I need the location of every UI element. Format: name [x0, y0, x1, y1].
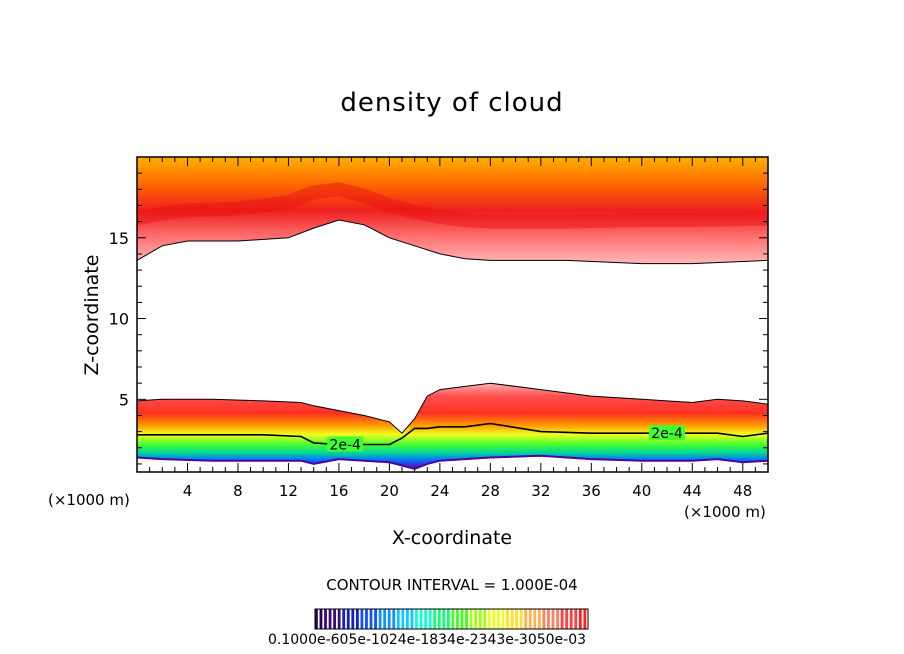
contour-label-bg	[327, 436, 364, 452]
colorbar-swatch	[556, 609, 559, 629]
colorbar-swatch	[506, 609, 509, 629]
colorbar-swatch	[583, 609, 587, 629]
colorbar-swatch	[424, 609, 428, 629]
upper-cloud-base-contour	[137, 219, 768, 265]
colorbar-swatch	[501, 609, 505, 629]
colorbar-swatch	[460, 609, 464, 629]
colorbar-swatch	[565, 609, 569, 629]
x-tick-label: 32	[531, 482, 550, 500]
colorbar-swatch	[478, 609, 482, 629]
colorbar-swatch	[560, 609, 564, 629]
colorbar-swatch	[415, 609, 418, 629]
colorbar-swatch	[446, 609, 450, 629]
x-tick-label: 44	[683, 482, 702, 500]
cloud-layers: 2e-4 2e-4	[137, 157, 768, 470]
contour-interval-label: CONTOUR INTERVAL = 1.000E-04	[326, 576, 578, 594]
colorbar-swatch	[537, 609, 541, 629]
colorbar-swatch	[547, 609, 550, 629]
upper-cloud-layer	[137, 157, 768, 264]
colorbar-swatch	[469, 609, 473, 629]
colorbar-swatch	[342, 609, 346, 629]
x-tick-label: 28	[481, 482, 500, 500]
colorbar-swatch	[419, 609, 423, 629]
colorbar-swatch	[519, 609, 523, 629]
x-tick-label: 12	[279, 482, 298, 500]
colorbar-swatch	[328, 609, 332, 629]
colorbar-swatch	[369, 609, 373, 629]
colorbar-swatch	[387, 609, 391, 629]
colorbar-swatch	[365, 609, 368, 629]
colorbar-swatch	[569, 609, 573, 629]
colorbar-swatch	[483, 609, 487, 629]
colorbar-swatch	[406, 609, 409, 629]
colorbar-swatch	[337, 609, 341, 629]
x-tick-label: 4	[183, 482, 193, 500]
colorbar-swatch	[351, 609, 355, 629]
colorbar-swatch	[401, 609, 405, 629]
colorbar	[314, 608, 589, 630]
colorbar-swatch	[533, 609, 537, 629]
colorbar-swatch	[355, 609, 359, 629]
colorbar-swatch	[383, 609, 387, 629]
x-tick-label: 24	[430, 482, 449, 500]
colorbar-swatch	[319, 609, 323, 629]
contour-label: 2e-4	[651, 426, 683, 442]
colorbar-swatch	[374, 609, 377, 629]
x-tick-label: 8	[233, 482, 243, 500]
colorbar-swatch	[528, 609, 532, 629]
contour-label-bg	[649, 425, 685, 441]
contour-label: 2e-4	[329, 438, 361, 454]
colorbar-swatch	[378, 609, 382, 629]
x-tick-label: 20	[380, 482, 399, 500]
x-tick-label: 48	[733, 482, 752, 500]
colorbar-swatch	[456, 609, 459, 629]
colorbar-swatch	[574, 609, 578, 629]
colorbar-swatch	[433, 609, 437, 629]
x-tick-label: 40	[632, 482, 651, 500]
lower-cloud-bottom-edge	[137, 454, 768, 470]
colorbar-swatch	[551, 609, 555, 629]
colorbar-swatch	[578, 609, 582, 629]
colorbar-swatch	[392, 609, 396, 629]
colorbar-swatch	[437, 609, 441, 629]
colorbar-swatch	[487, 609, 491, 629]
colorbar-swatch	[542, 609, 546, 629]
colorbar-swatch	[333, 609, 337, 629]
colorbar-swatch	[428, 609, 432, 629]
colorbar-swatch	[324, 609, 327, 629]
x-axis-label: X-coordinate	[391, 527, 513, 549]
colorbar-swatch	[497, 609, 500, 629]
chart-title: density of cloud	[340, 88, 564, 118]
x-tick-label: 36	[582, 482, 601, 500]
x-unit-left: (×1000 m)	[48, 491, 130, 509]
colorbar-swatch	[474, 609, 478, 629]
colorbar-swatch	[346, 609, 350, 629]
y-tick-label: 5	[119, 390, 129, 409]
x-unit-right: (×1000 m)	[684, 503, 766, 521]
colorbar-frame	[314, 608, 589, 630]
colorbar-swatch	[510, 609, 514, 629]
colorbar-labels: 0.1000e-605e-1024e-1834e-2343e-3050e-03	[268, 632, 587, 648]
colorbar-swatch	[442, 609, 446, 629]
y-tick-label: 15	[109, 229, 129, 248]
colorbar-swatch	[465, 609, 468, 629]
colorbar-swatch	[360, 609, 364, 629]
y-tick-label: 10	[109, 310, 129, 329]
x-tick-label: 16	[329, 482, 348, 500]
colorbar-swatch	[524, 609, 528, 629]
colorbar-swatch	[515, 609, 519, 629]
colorbar-swatch	[315, 609, 318, 629]
colorbar-swatch	[492, 609, 496, 629]
colorbar-swatch	[396, 609, 400, 629]
upper-cloud-core	[137, 182, 768, 229]
lower-cloud-top-contour	[137, 382, 768, 434]
colorbar-swatch	[410, 609, 414, 629]
colorbar-swatch	[451, 609, 455, 629]
